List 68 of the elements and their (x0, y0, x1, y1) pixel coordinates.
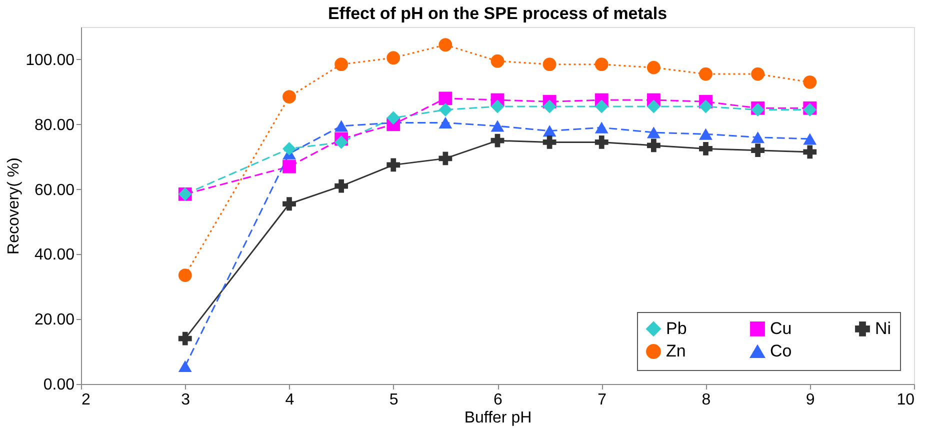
x-tick-label: 10 (896, 392, 915, 408)
point (646, 60, 660, 74)
x-tick-label: 2 (82, 392, 90, 408)
point (438, 152, 452, 166)
x-tick-label: 8 (702, 392, 711, 408)
legend-label: Co (770, 342, 792, 360)
x-tick-label: 6 (494, 392, 503, 408)
point (438, 116, 452, 129)
x-tick-label: 9 (806, 392, 815, 408)
legend-label: Zn (666, 342, 686, 360)
y-tick-label: 20.00 (34, 312, 75, 329)
point (803, 133, 817, 145)
y-tick-label: 0.00 (43, 376, 75, 394)
point (751, 144, 765, 158)
legend-label: Cu (770, 318, 792, 338)
point (438, 38, 452, 52)
y-tick-label: 80.00 (34, 116, 75, 134)
point (646, 126, 660, 138)
point (646, 138, 660, 152)
point (490, 100, 504, 114)
point (334, 120, 348, 132)
point (803, 75, 817, 89)
x-tick-label: 5 (389, 392, 398, 408)
x-tick-label: 3 (181, 392, 190, 408)
point (646, 100, 660, 114)
x-tick-label: 4 (285, 392, 294, 408)
legend-label: Pb (666, 318, 687, 338)
point (282, 142, 296, 156)
point (386, 111, 400, 125)
point (699, 128, 712, 140)
point (699, 67, 712, 81)
chart-title: Effect of pH on the SPE process of metals (328, 4, 668, 23)
y-tick-label: 40.00 (34, 246, 75, 264)
point (751, 67, 765, 81)
point (803, 145, 817, 159)
point (594, 122, 608, 134)
point (594, 100, 608, 114)
point (386, 51, 400, 65)
point (699, 100, 712, 114)
point (542, 100, 556, 114)
point (438, 92, 452, 106)
point (178, 332, 192, 346)
point (282, 160, 296, 174)
point (594, 136, 608, 149)
x-tick-label: 7 (598, 392, 607, 408)
point (334, 136, 348, 149)
y-axis-title: Recovery( %) (6, 158, 23, 254)
point (178, 360, 192, 372)
point (282, 197, 296, 211)
point (282, 90, 296, 104)
point (490, 134, 504, 148)
point (386, 158, 400, 172)
point (751, 132, 765, 144)
point (490, 54, 504, 68)
point (438, 103, 452, 116)
point (334, 58, 348, 72)
x-axis-title: Buffer pH (464, 410, 532, 426)
point (334, 179, 348, 193)
y-tick-label: 100.00 (26, 52, 75, 69)
point (699, 142, 712, 156)
point (490, 120, 504, 132)
point (542, 125, 556, 137)
point (542, 136, 556, 149)
legend-label: Ni (875, 318, 892, 338)
point (542, 58, 556, 72)
point (178, 268, 192, 282)
y-tick-label: 60.00 (34, 182, 75, 199)
point (594, 58, 608, 72)
